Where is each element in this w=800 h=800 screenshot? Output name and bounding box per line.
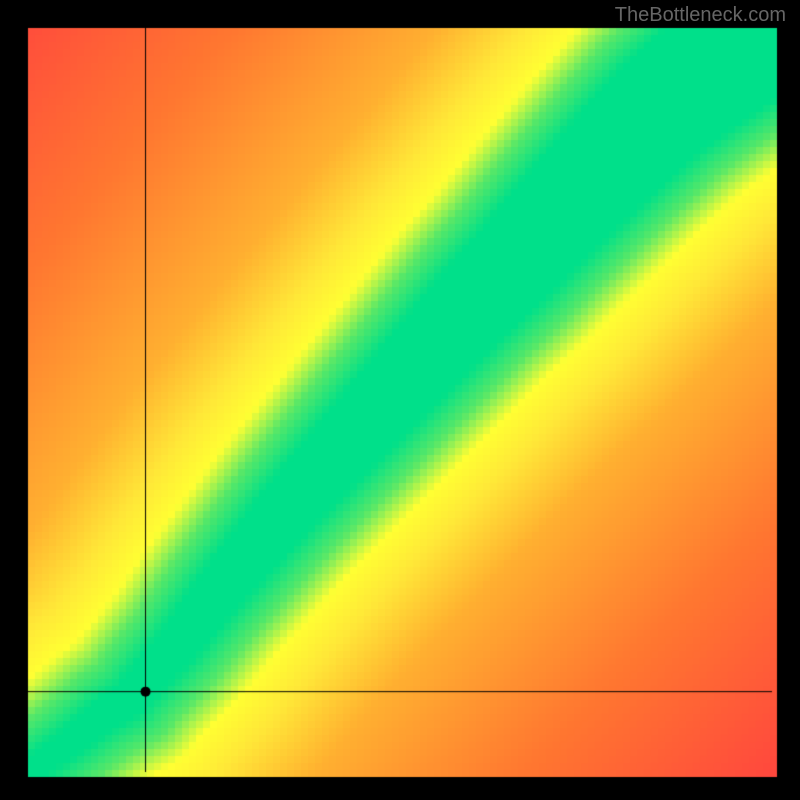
- chart-container: TheBottleneck.com: [0, 0, 800, 800]
- heatmap-canvas: [0, 0, 800, 800]
- watermark-text: TheBottleneck.com: [615, 4, 786, 27]
